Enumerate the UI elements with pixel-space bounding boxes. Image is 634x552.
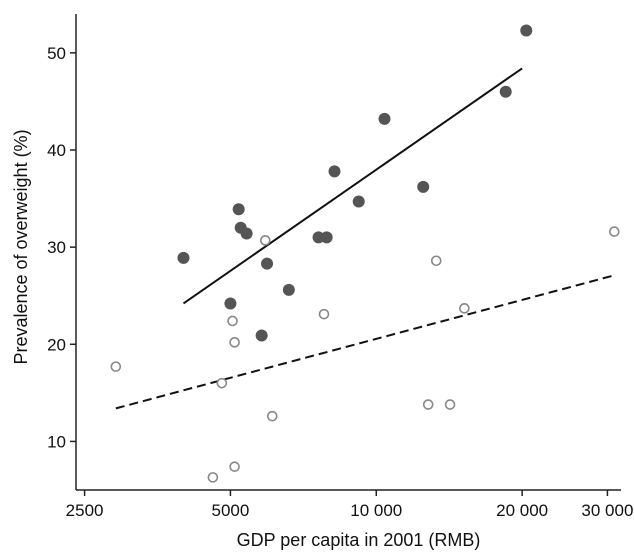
- open-data-point: [207, 472, 219, 483]
- open-data-point: [110, 361, 122, 372]
- y-ticks: 10 20 30 40 50: [47, 44, 76, 451]
- filled-data-point: [240, 227, 253, 240]
- open-data-point: [459, 303, 470, 314]
- x-tick-label: 10 000: [350, 501, 402, 520]
- filled-data-point: [378, 112, 391, 125]
- filled-data-point: [417, 180, 430, 193]
- filled-data-point: [261, 257, 274, 270]
- filled-data-point: [320, 231, 333, 244]
- axes: [75, 14, 621, 491]
- y-tick-label: 10: [47, 432, 66, 451]
- filled-data-point: [177, 251, 190, 264]
- open-data-point: [430, 255, 442, 267]
- open-data-point: [609, 226, 620, 237]
- filled-data-point: [352, 195, 365, 208]
- x-ticks: 2500 5000 10 000 20 000 30 000: [66, 490, 633, 520]
- x-tick-label: 20 000: [496, 501, 548, 520]
- open-data-point: [266, 410, 278, 422]
- open-data-point: [444, 399, 456, 410]
- y-tick-label: 20: [47, 335, 66, 354]
- filled-data-point: [224, 297, 237, 310]
- x-tick-label: 5000: [212, 501, 250, 520]
- filled-data-point: [328, 165, 341, 178]
- filled-data-point: [232, 203, 245, 216]
- filled-data-point: [499, 85, 512, 98]
- x-axis-title: GDP per capita in 2001 (RMB): [237, 530, 481, 550]
- filled-data-point: [520, 24, 533, 37]
- filled-data-point: [282, 283, 295, 296]
- dashed-trend-line: [115, 274, 615, 410]
- x-tick-label: 30 000: [581, 501, 633, 520]
- filled-data-point: [255, 329, 268, 342]
- open-data-point: [318, 308, 330, 320]
- y-tick-label: 30: [47, 238, 66, 257]
- x-tick-label: 2500: [66, 501, 104, 520]
- y-axis-title: Prevalence of overweight (%): [11, 129, 31, 364]
- open-data-point: [229, 461, 240, 472]
- y-tick-label: 40: [47, 141, 66, 160]
- open-data-point: [229, 337, 240, 348]
- trend-lines: [115, 67, 615, 410]
- solid-trend-line: [182, 67, 523, 305]
- open-data-point: [422, 399, 434, 410]
- open-data-point: [259, 235, 271, 246]
- y-tick-label: 50: [47, 44, 66, 63]
- open-data-point: [227, 315, 238, 327]
- open-data-point: [216, 377, 228, 389]
- data-points: [110, 24, 620, 483]
